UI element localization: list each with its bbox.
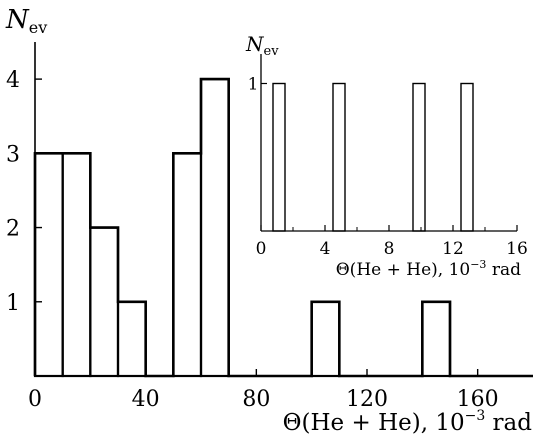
main-histogram-bar <box>116 300 147 378</box>
main-histogram-bar <box>421 300 452 378</box>
main-y-tick-label: 1 <box>6 291 20 316</box>
inset-y-tick-label: 1 <box>248 75 259 95</box>
inset-x-tick-label: 4 <box>320 239 331 259</box>
inset-y-axis-title: Nev <box>245 32 279 59</box>
main-histogram-bar <box>199 78 230 378</box>
main-x-tick-label: 40 <box>132 387 160 412</box>
inset-histogram-bar <box>412 82 426 232</box>
main-x-tick-label: 0 <box>28 387 42 412</box>
inset-x-tick-label: 0 <box>256 239 267 259</box>
main-histogram-bar <box>61 152 92 378</box>
inset-histogram: 0 4 8 12 16 1 Nev Θ(He + He), 10−3 rad <box>245 32 528 280</box>
main-histogram-bar <box>89 226 120 378</box>
inset-histogram-bar <box>332 82 346 232</box>
inset-y-axis-title-main: N <box>245 32 265 56</box>
main-histogram-bar <box>310 300 341 378</box>
main-y-axis-title: Nev <box>5 5 47 37</box>
main-x-axis-title-exp: −3 <box>465 408 486 424</box>
inset-histogram-bar <box>272 82 286 232</box>
main-y-tick-label: 4 <box>6 68 20 93</box>
main-x-tick-label: 80 <box>242 387 270 412</box>
main-histogram-outline <box>33 77 533 378</box>
main-x-axis-title-main: Θ(He + He), 10 <box>283 410 465 436</box>
inset-x-tick-label: 8 <box>384 239 395 259</box>
inset-x-axis-title-unit: rad <box>486 260 521 280</box>
main-x-axis-title-unit: rad <box>485 410 532 436</box>
main-y-tick-label: 2 <box>6 217 20 242</box>
inset-y-axis-title-sub: ev <box>264 44 280 59</box>
main-x-tick-label: 160 <box>457 387 499 412</box>
main-x-axis-title: Θ(He + He), 10−3 rad <box>283 408 533 436</box>
main-x-tick-label: 120 <box>346 387 388 412</box>
inset-x-tick-label: 12 <box>442 239 464 259</box>
main-histogram-bar <box>33 152 64 378</box>
inset-x-axis-title-main: Θ(He + He), 10 <box>336 260 470 280</box>
inset-x-tick-label: 16 <box>506 239 528 259</box>
main-y-axis-title-main: N <box>5 5 30 35</box>
main-y-axis-title-sub: ev <box>29 18 48 37</box>
main-histogram-bar <box>172 152 203 378</box>
inset-histogram-bar <box>460 82 474 232</box>
main-y-tick-label: 3 <box>6 142 20 167</box>
inset-x-axis-title: Θ(He + He), 10−3 rad <box>336 258 521 280</box>
inset-x-axis-title-exp: −3 <box>470 258 486 271</box>
